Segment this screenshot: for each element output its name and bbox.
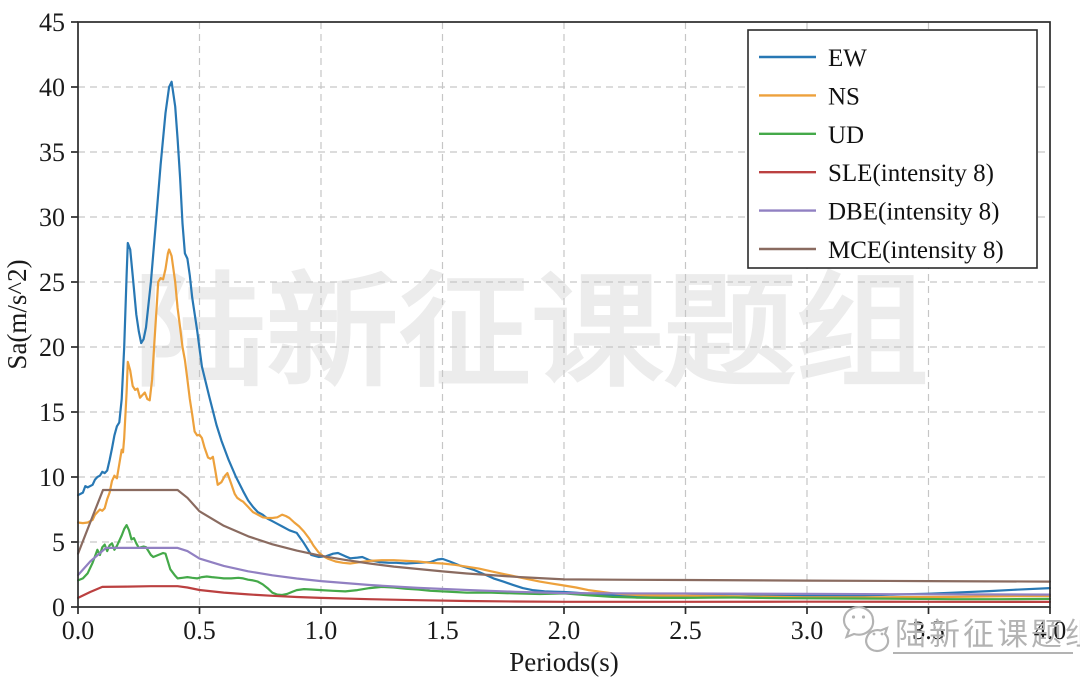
x-tick-label-0.5: 0.5 <box>183 616 216 645</box>
x-tick-label-2.5: 2.5 <box>669 616 702 645</box>
legend-label: DBE(intensity 8) <box>828 199 1000 226</box>
y-tick-label-40: 40 <box>39 73 65 102</box>
x-tick-label-0.0: 0.0 <box>62 616 95 645</box>
y-tick-labels: 0 5 10 15 20 25 30 35 40 45 <box>39 8 65 622</box>
y-tick-label-20: 20 <box>39 333 65 362</box>
y-tick-label-0: 0 <box>52 593 65 622</box>
footer-watermark-text: 陆新征课题组 <box>895 617 1080 652</box>
y-tick-label-10: 10 <box>39 463 65 492</box>
y-tick-label-15: 15 <box>39 398 65 427</box>
legend-label: SLE(intensity 8) <box>828 160 994 187</box>
legend-entry-ns: NS <box>759 83 860 110</box>
center-watermark-text: 陆新征课题组 <box>134 265 929 402</box>
legend-label: NS <box>828 83 860 110</box>
legend-label: MCE(intensity 8) <box>828 237 1004 264</box>
legend: EW NS UD SLE(intensity 8) DBE(intensity 8) MC… <box>747 29 1038 269</box>
y-axis-label: Sa(m/s^2) <box>2 259 32 369</box>
x-tick-label-4.0: 4.0 <box>1034 616 1067 645</box>
x-tick-label-3.0: 3.0 <box>791 616 824 645</box>
legend-label: EW <box>828 45 867 72</box>
legend-entry-ud: UD <box>759 122 864 149</box>
legend-box <box>747 29 1038 269</box>
y-tick-label-25: 25 <box>39 268 65 297</box>
y-tick-label-35: 35 <box>39 138 65 167</box>
series-line-sle-intensity-8- <box>77 585 1051 603</box>
legend-entry-sle-intensity-8-: SLE(intensity 8) <box>759 160 994 187</box>
y-tick-label-30: 30 <box>39 203 65 232</box>
tick-marks <box>71 21 1051 614</box>
wechat-chat-bubbles-icon <box>842 606 890 653</box>
x-tick-label-2.0: 2.0 <box>548 616 581 645</box>
series-line-ns <box>77 248 1051 599</box>
series-line-dbe-intensity-8- <box>77 546 1051 596</box>
legend-entry-mce-intensity-8-: MCE(intensity 8) <box>759 237 1004 264</box>
y-tick-label-45: 45 <box>39 8 65 37</box>
footer-watermark: 陆新征课题组 <box>842 606 1080 654</box>
series-line-mce-intensity-8- <box>77 488 1051 583</box>
series-group <box>77 80 1051 603</box>
x-tick-label-1.0: 1.0 <box>305 616 338 645</box>
legend-label: UD <box>828 122 864 149</box>
legend-entry-dbe-intensity-8-: DBE(intensity 8) <box>759 199 1000 226</box>
x-tick-label-1.5: 1.5 <box>426 616 459 645</box>
x-axis-label: Periods(s) <box>509 647 619 677</box>
x-tick-labels: 0.0 0.5 1.0 1.5 2.0 2.5 3.0 3.5 4.0 <box>62 616 1067 645</box>
x-tick-label-3.5: 3.5 <box>912 616 945 645</box>
legend-entry-ew: EW <box>759 45 867 72</box>
y-tick-label-5: 5 <box>52 528 65 557</box>
